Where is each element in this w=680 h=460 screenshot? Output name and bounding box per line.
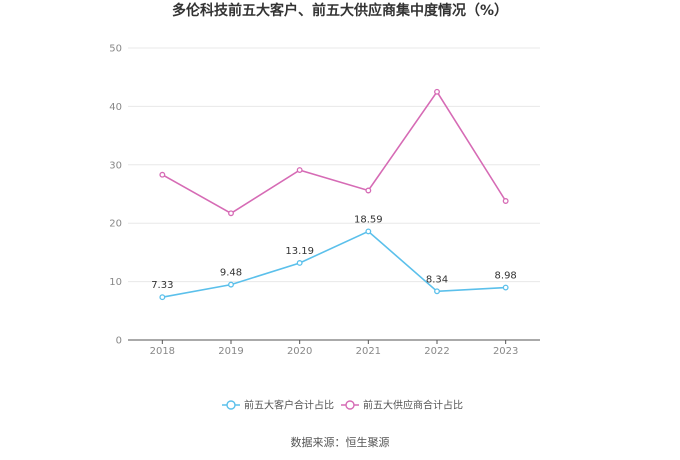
legend-marker — [345, 400, 355, 410]
data-point — [502, 198, 509, 204]
legend[interactable]: 前五大客户合计占比 前五大供应商合计占比 — [222, 399, 463, 412]
x-tick-label: 2021 — [356, 346, 381, 357]
data-point — [296, 260, 303, 266]
y-tick-label: 10 — [109, 277, 122, 288]
data-point — [365, 187, 372, 194]
x-tick-label: 2020 — [287, 346, 312, 357]
data-label: 9.48 — [220, 268, 242, 279]
data-point — [296, 167, 303, 174]
legend-marker — [226, 400, 236, 410]
series-1: 7.33 9.48 13.19 18.59 8.34 8.98 — [151, 214, 517, 301]
data-point — [159, 171, 166, 178]
legend-label: 前五大客户合计占比 — [244, 399, 334, 412]
y-tick-label: 40 — [109, 102, 122, 113]
series-group: 7.33 9.48 13.19 18.59 8.34 8.98 — [151, 88, 517, 301]
data-point — [434, 288, 440, 295]
data-point — [434, 88, 440, 95]
source-note: 数据来源：恒生聚源 — [291, 435, 390, 449]
series-2 — [159, 88, 509, 217]
data-label: 7.33 — [151, 280, 173, 291]
data-point — [228, 210, 234, 217]
legend-item-2[interactable]: 前五大供应商合计占比 — [341, 399, 463, 412]
chart-title: 多伦科技前五大客户、前五大供应商集中度情况（%） — [172, 2, 508, 19]
data-label: 18.59 — [354, 214, 383, 225]
y-tick-label: 30 — [109, 160, 122, 171]
series-line — [162, 230, 506, 298]
axes: 0 10 20 30 40 50 2018 2019 2020 2021 2022 2023 — [109, 44, 540, 357]
data-point — [365, 228, 372, 235]
y-tick-label: 50 — [109, 44, 122, 55]
legend-label: 前五大供应商合计占比 — [363, 399, 463, 412]
data-label: 13.19 — [285, 246, 314, 257]
legend-item-1[interactable]: 前五大客户合计占比 — [222, 399, 334, 412]
data-point — [502, 284, 509, 291]
x-tick-label: 2019 — [218, 346, 243, 357]
data-point — [159, 294, 166, 301]
series-line — [161, 90, 507, 215]
x-tick-label: 2022 — [424, 346, 449, 357]
data-label: 8.34 — [426, 274, 448, 285]
data-point — [228, 281, 234, 288]
grid — [128, 47, 540, 283]
data-label: 8.98 — [495, 271, 517, 282]
y-tick-label: 20 — [109, 219, 122, 230]
y-tick-label: 0 — [116, 336, 122, 347]
x-tick-label: 2023 — [493, 346, 518, 357]
x-tick-label: 2018 — [150, 346, 175, 357]
